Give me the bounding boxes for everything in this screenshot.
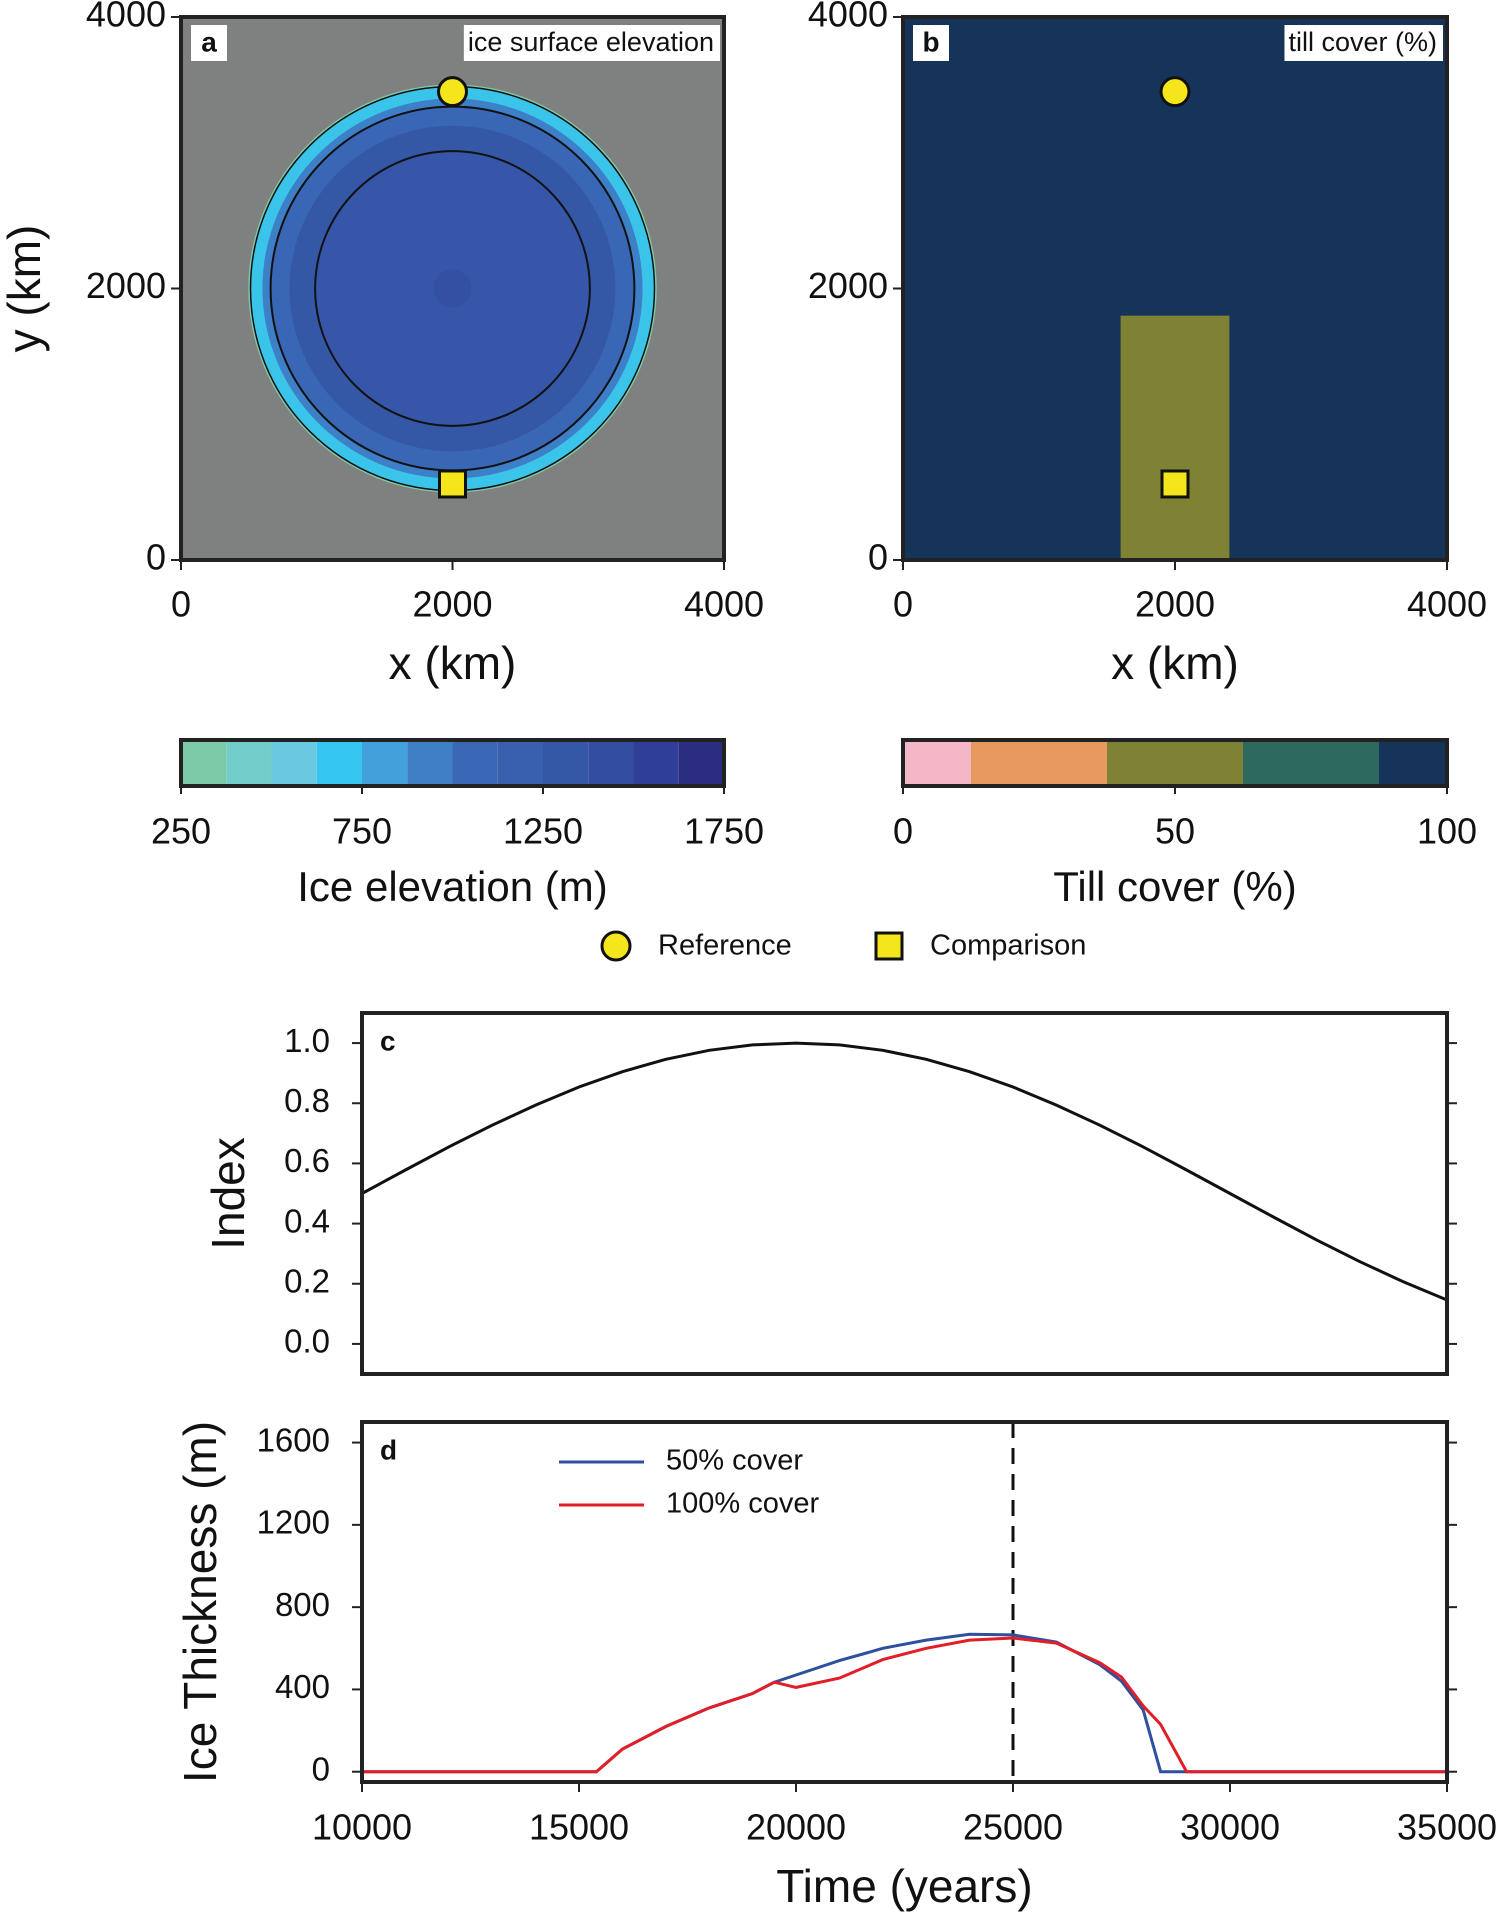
y-tick-label: 400 <box>275 1668 330 1705</box>
series-line <box>361 1041 1448 1302</box>
legend-label: Reference <box>658 930 792 962</box>
plot-frame <box>360 1011 1449 1376</box>
colorbar-segment <box>362 740 408 786</box>
colorbar-frame <box>179 738 726 788</box>
reference-marker <box>1159 76 1191 108</box>
colorbar-segment <box>1243 740 1379 786</box>
y-tick-label: 4000 <box>86 0 166 35</box>
colorbar-segment <box>588 740 634 786</box>
y-axis-label: y (km) <box>0 225 50 353</box>
colorbar-segment <box>1379 740 1447 786</box>
y-tick-label: 4000 <box>808 0 888 35</box>
panel-label-box <box>913 25 949 61</box>
title-box <box>463 25 720 61</box>
y-axis-label: Index <box>202 1137 254 1250</box>
y-tick-label: 1.0 <box>284 1022 330 1059</box>
colorbar-segment <box>497 740 543 786</box>
colorbar-label: Ice elevation (m) <box>297 863 607 910</box>
y-tick-label: 0.4 <box>284 1202 330 1239</box>
colorbar-segment <box>226 740 272 786</box>
legend-marker <box>600 930 632 962</box>
series-line <box>362 1636 1447 1774</box>
x-tick-label: 20000 <box>746 1807 846 1848</box>
colorbar-tick-label: 1750 <box>684 811 764 852</box>
colorbar-tick-label: 250 <box>151 811 211 852</box>
y-tick-label: 0 <box>312 1750 330 1787</box>
x-tick-label: 0 <box>893 584 913 625</box>
colorbar-tick-label: 0 <box>893 811 913 852</box>
comparison-marker <box>1160 469 1190 499</box>
till-patch <box>1120 315 1230 560</box>
colorbar-tick-label: 750 <box>332 811 392 852</box>
colorbar-segment <box>316 740 362 786</box>
title-box <box>1284 25 1443 61</box>
colorbar-segment <box>543 740 589 786</box>
y-tick-label: 0.8 <box>284 1082 330 1119</box>
y-tick-label: 2000 <box>86 265 166 306</box>
legend-label: 50% cover <box>666 1445 803 1477</box>
x-tick-label: 0 <box>171 584 191 625</box>
x-tick-label: 4000 <box>684 584 764 625</box>
panel-label: d <box>380 1434 397 1465</box>
x-tick-label: 15000 <box>529 1807 629 1848</box>
colorbar-segment <box>407 740 453 786</box>
colorbar-segment <box>633 740 679 786</box>
y-tick-label: 0.6 <box>284 1142 330 1179</box>
y-tick-label: 1200 <box>257 1504 330 1541</box>
x-axis-label: Time (years) <box>776 1860 1032 1912</box>
reference-marker <box>437 76 468 108</box>
y-tick-label: 2000 <box>808 265 888 306</box>
panel-label-box <box>191 25 227 61</box>
comparison-marker <box>438 469 467 499</box>
panel-label: c <box>380 1025 396 1056</box>
colorbar-segment <box>971 740 1107 786</box>
y-tick-label: 1600 <box>257 1421 330 1458</box>
x-tick-label: 4000 <box>1407 584 1487 625</box>
colorbar-segment <box>678 740 724 786</box>
panel-title: till cover (%) <box>1288 27 1437 57</box>
x-tick-label: 25000 <box>963 1807 1063 1848</box>
plot-frame <box>360 1420 1449 1784</box>
colorbar-tick-label: 1250 <box>503 811 583 852</box>
x-axis-label: x (km) <box>1111 637 1239 689</box>
y-tick-label: 0.2 <box>284 1262 330 1299</box>
x-tick-label: 2000 <box>1135 584 1215 625</box>
colorbar-segment <box>903 740 971 786</box>
x-tick-label: 2000 <box>412 584 492 625</box>
panel-label: b <box>922 26 939 57</box>
legend-marker <box>874 931 904 961</box>
colorbar-segment <box>452 740 498 786</box>
colorbar-tick-label: 100 <box>1417 811 1477 852</box>
panel-label: a <box>201 26 217 57</box>
x-axis-label: x (km) <box>389 637 517 689</box>
y-tick-label: 0.0 <box>284 1323 330 1360</box>
y-tick-label: 0 <box>146 537 166 578</box>
legend-label: 100% cover <box>666 1488 819 1520</box>
colorbar-label: Till cover (%) <box>1053 863 1296 910</box>
legend-label: Comparison <box>930 930 1086 962</box>
panel-title: ice surface elevation <box>468 27 714 57</box>
colorbar-segment <box>1107 740 1243 786</box>
colorbar-tick-label: 50 <box>1155 811 1195 852</box>
x-tick-label: 30000 <box>1180 1807 1280 1848</box>
y-tick-label: 800 <box>275 1586 330 1623</box>
colorbar-segment <box>181 740 227 786</box>
y-axis-label: Ice Thickness (m) <box>174 1421 226 1783</box>
x-tick-label: 35000 <box>1397 1807 1497 1848</box>
x-tick-label: 10000 <box>312 1807 412 1848</box>
ice-dome <box>433 269 472 308</box>
colorbar-segment <box>271 740 317 786</box>
y-tick-label: 0 <box>868 537 888 578</box>
